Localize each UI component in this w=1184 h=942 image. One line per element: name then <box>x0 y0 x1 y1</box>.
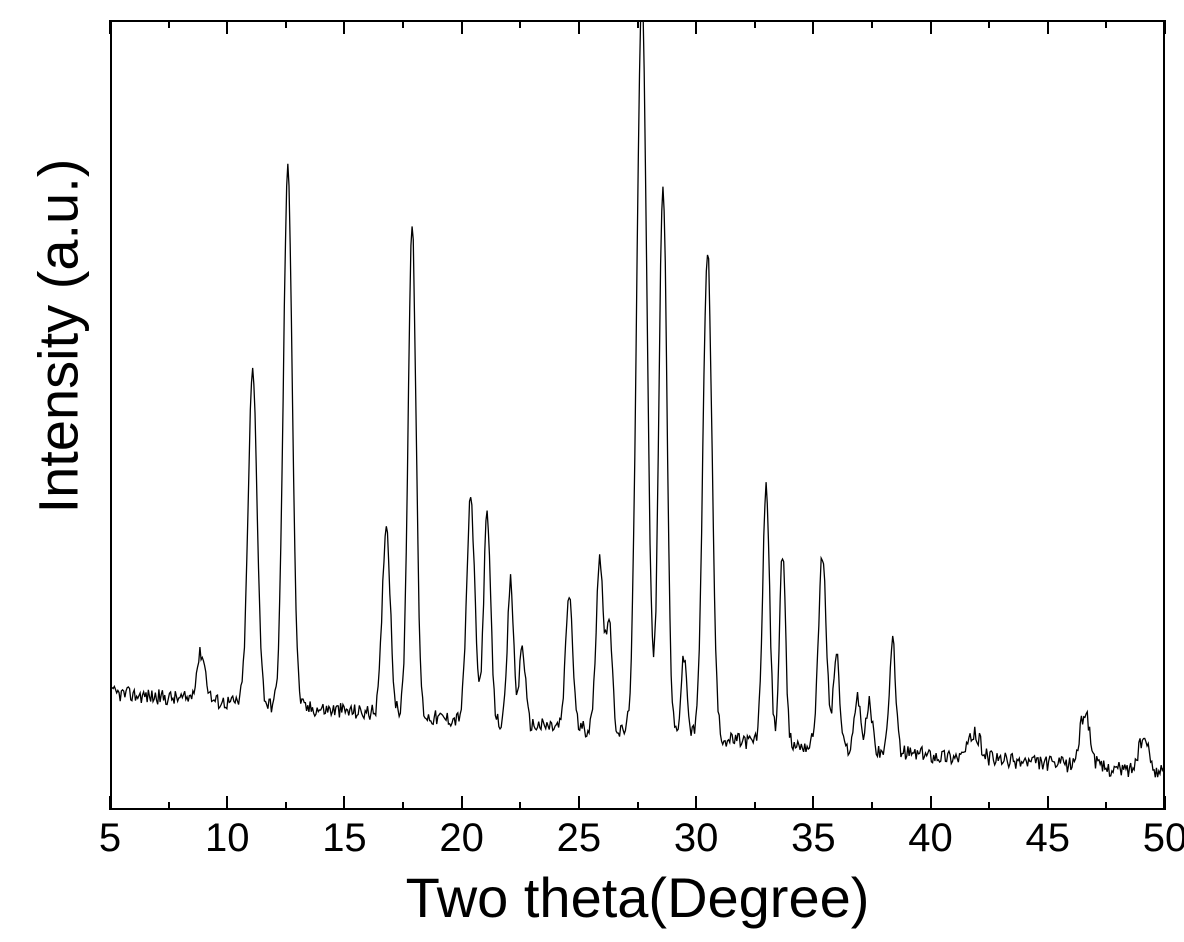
x-minor-tick-top <box>754 20 756 28</box>
xrd-line <box>112 22 1165 810</box>
x-tick-top <box>226 20 228 34</box>
x-tick <box>1047 796 1049 810</box>
x-minor-tick <box>754 802 756 810</box>
x-minor-tick <box>168 802 170 810</box>
x-tick <box>1164 796 1166 810</box>
x-axis-label: Two theta(Degree) <box>406 865 870 930</box>
x-tick-label: 25 <box>557 816 602 861</box>
x-tick <box>343 796 345 810</box>
x-tick-top <box>578 20 580 34</box>
x-tick-label: 5 <box>99 816 121 861</box>
x-minor-tick-top <box>402 20 404 28</box>
x-tick-label: 15 <box>322 816 367 861</box>
x-tick-label: 30 <box>674 816 719 861</box>
x-minor-tick-top <box>168 20 170 28</box>
x-tick-label: 45 <box>1026 816 1071 861</box>
x-tick-top <box>812 20 814 34</box>
x-tick <box>930 796 932 810</box>
x-minor-tick-top <box>988 20 990 28</box>
x-minor-tick-top <box>285 20 287 28</box>
plot-area <box>110 20 1165 810</box>
x-tick <box>109 796 111 810</box>
x-minor-tick-top <box>519 20 521 28</box>
x-tick <box>812 796 814 810</box>
x-tick <box>578 796 580 810</box>
x-tick-label: 40 <box>908 816 953 861</box>
y-axis-label: Intensity (a.u.) <box>26 159 91 514</box>
x-minor-tick <box>519 802 521 810</box>
x-minor-tick <box>871 802 873 810</box>
x-tick-top <box>343 20 345 34</box>
x-tick-top <box>930 20 932 34</box>
x-minor-tick <box>988 802 990 810</box>
spectrum-path <box>112 22 1165 777</box>
x-minor-tick <box>637 802 639 810</box>
x-tick-label: 50 <box>1143 816 1184 861</box>
x-minor-tick <box>1105 802 1107 810</box>
x-tick <box>461 796 463 810</box>
x-tick <box>226 796 228 810</box>
x-tick-label: 20 <box>439 816 484 861</box>
x-minor-tick <box>285 802 287 810</box>
x-tick-top <box>1164 20 1166 34</box>
x-tick-top <box>695 20 697 34</box>
x-tick-label: 10 <box>205 816 250 861</box>
x-tick-label: 35 <box>791 816 836 861</box>
xrd-chart: Intensity (a.u.) Two theta(Degree) 5 10 15… <box>0 0 1184 942</box>
x-minor-tick-top <box>637 20 639 28</box>
x-tick <box>695 796 697 810</box>
x-tick-top <box>109 20 111 34</box>
x-tick-top <box>461 20 463 34</box>
x-minor-tick-top <box>871 20 873 28</box>
x-tick-top <box>1047 20 1049 34</box>
x-minor-tick <box>402 802 404 810</box>
x-minor-tick-top <box>1105 20 1107 28</box>
